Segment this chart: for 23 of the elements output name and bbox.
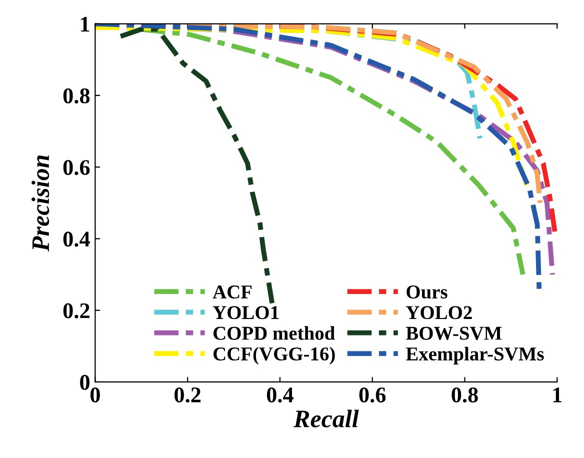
legend-label: Ours [406, 285, 448, 299]
x-tick-label: 0.4 [266, 387, 294, 403]
legend-label: YOLO1 [212, 306, 279, 320]
x-tick-label: 0.6 [359, 387, 386, 403]
legend-label: BOW-SVM [406, 326, 502, 340]
legend-label: CCF(VGG-16) [214, 346, 335, 364]
x-tick-label: 0.8 [452, 387, 478, 403]
x-tick-label: 0.2 [174, 387, 201, 403]
legend-label: Exemplar-SVMs [406, 346, 544, 364]
x-axis-title: Recall [294, 410, 359, 428]
x-tick-label: 1 [553, 388, 562, 402]
line-series [118, 26, 275, 306]
x-tick-label: 0 [90, 387, 100, 402]
y-tick-label: 0.4 [63, 232, 90, 247]
y-tick-label: 0 [80, 374, 90, 390]
y-axis-title: Precision [32, 156, 50, 252]
legend-label: YOLO2 [406, 306, 472, 320]
y-tick-label: 0.8 [63, 88, 90, 104]
y-tick-label: 0.6 [63, 160, 90, 176]
legend-label: ACF [212, 285, 252, 299]
legend-label: COPD method [214, 326, 335, 340]
y-tick-label: 0.2 [63, 303, 90, 318]
y-tick-label: 1 [81, 16, 90, 32]
